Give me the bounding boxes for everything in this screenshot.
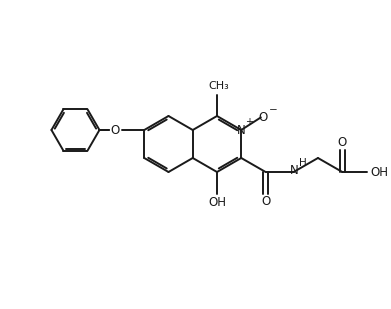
Text: O: O — [261, 195, 270, 208]
Text: CH₃: CH₃ — [209, 81, 230, 91]
Text: O: O — [258, 111, 267, 124]
Text: OH: OH — [371, 166, 389, 179]
Text: N: N — [290, 163, 299, 176]
Text: O: O — [338, 136, 347, 149]
Text: +: + — [245, 117, 253, 127]
Text: O: O — [110, 124, 120, 137]
Text: H: H — [299, 158, 307, 168]
Text: −: − — [269, 105, 277, 115]
Text: OH: OH — [208, 196, 226, 209]
Text: N: N — [237, 124, 246, 137]
